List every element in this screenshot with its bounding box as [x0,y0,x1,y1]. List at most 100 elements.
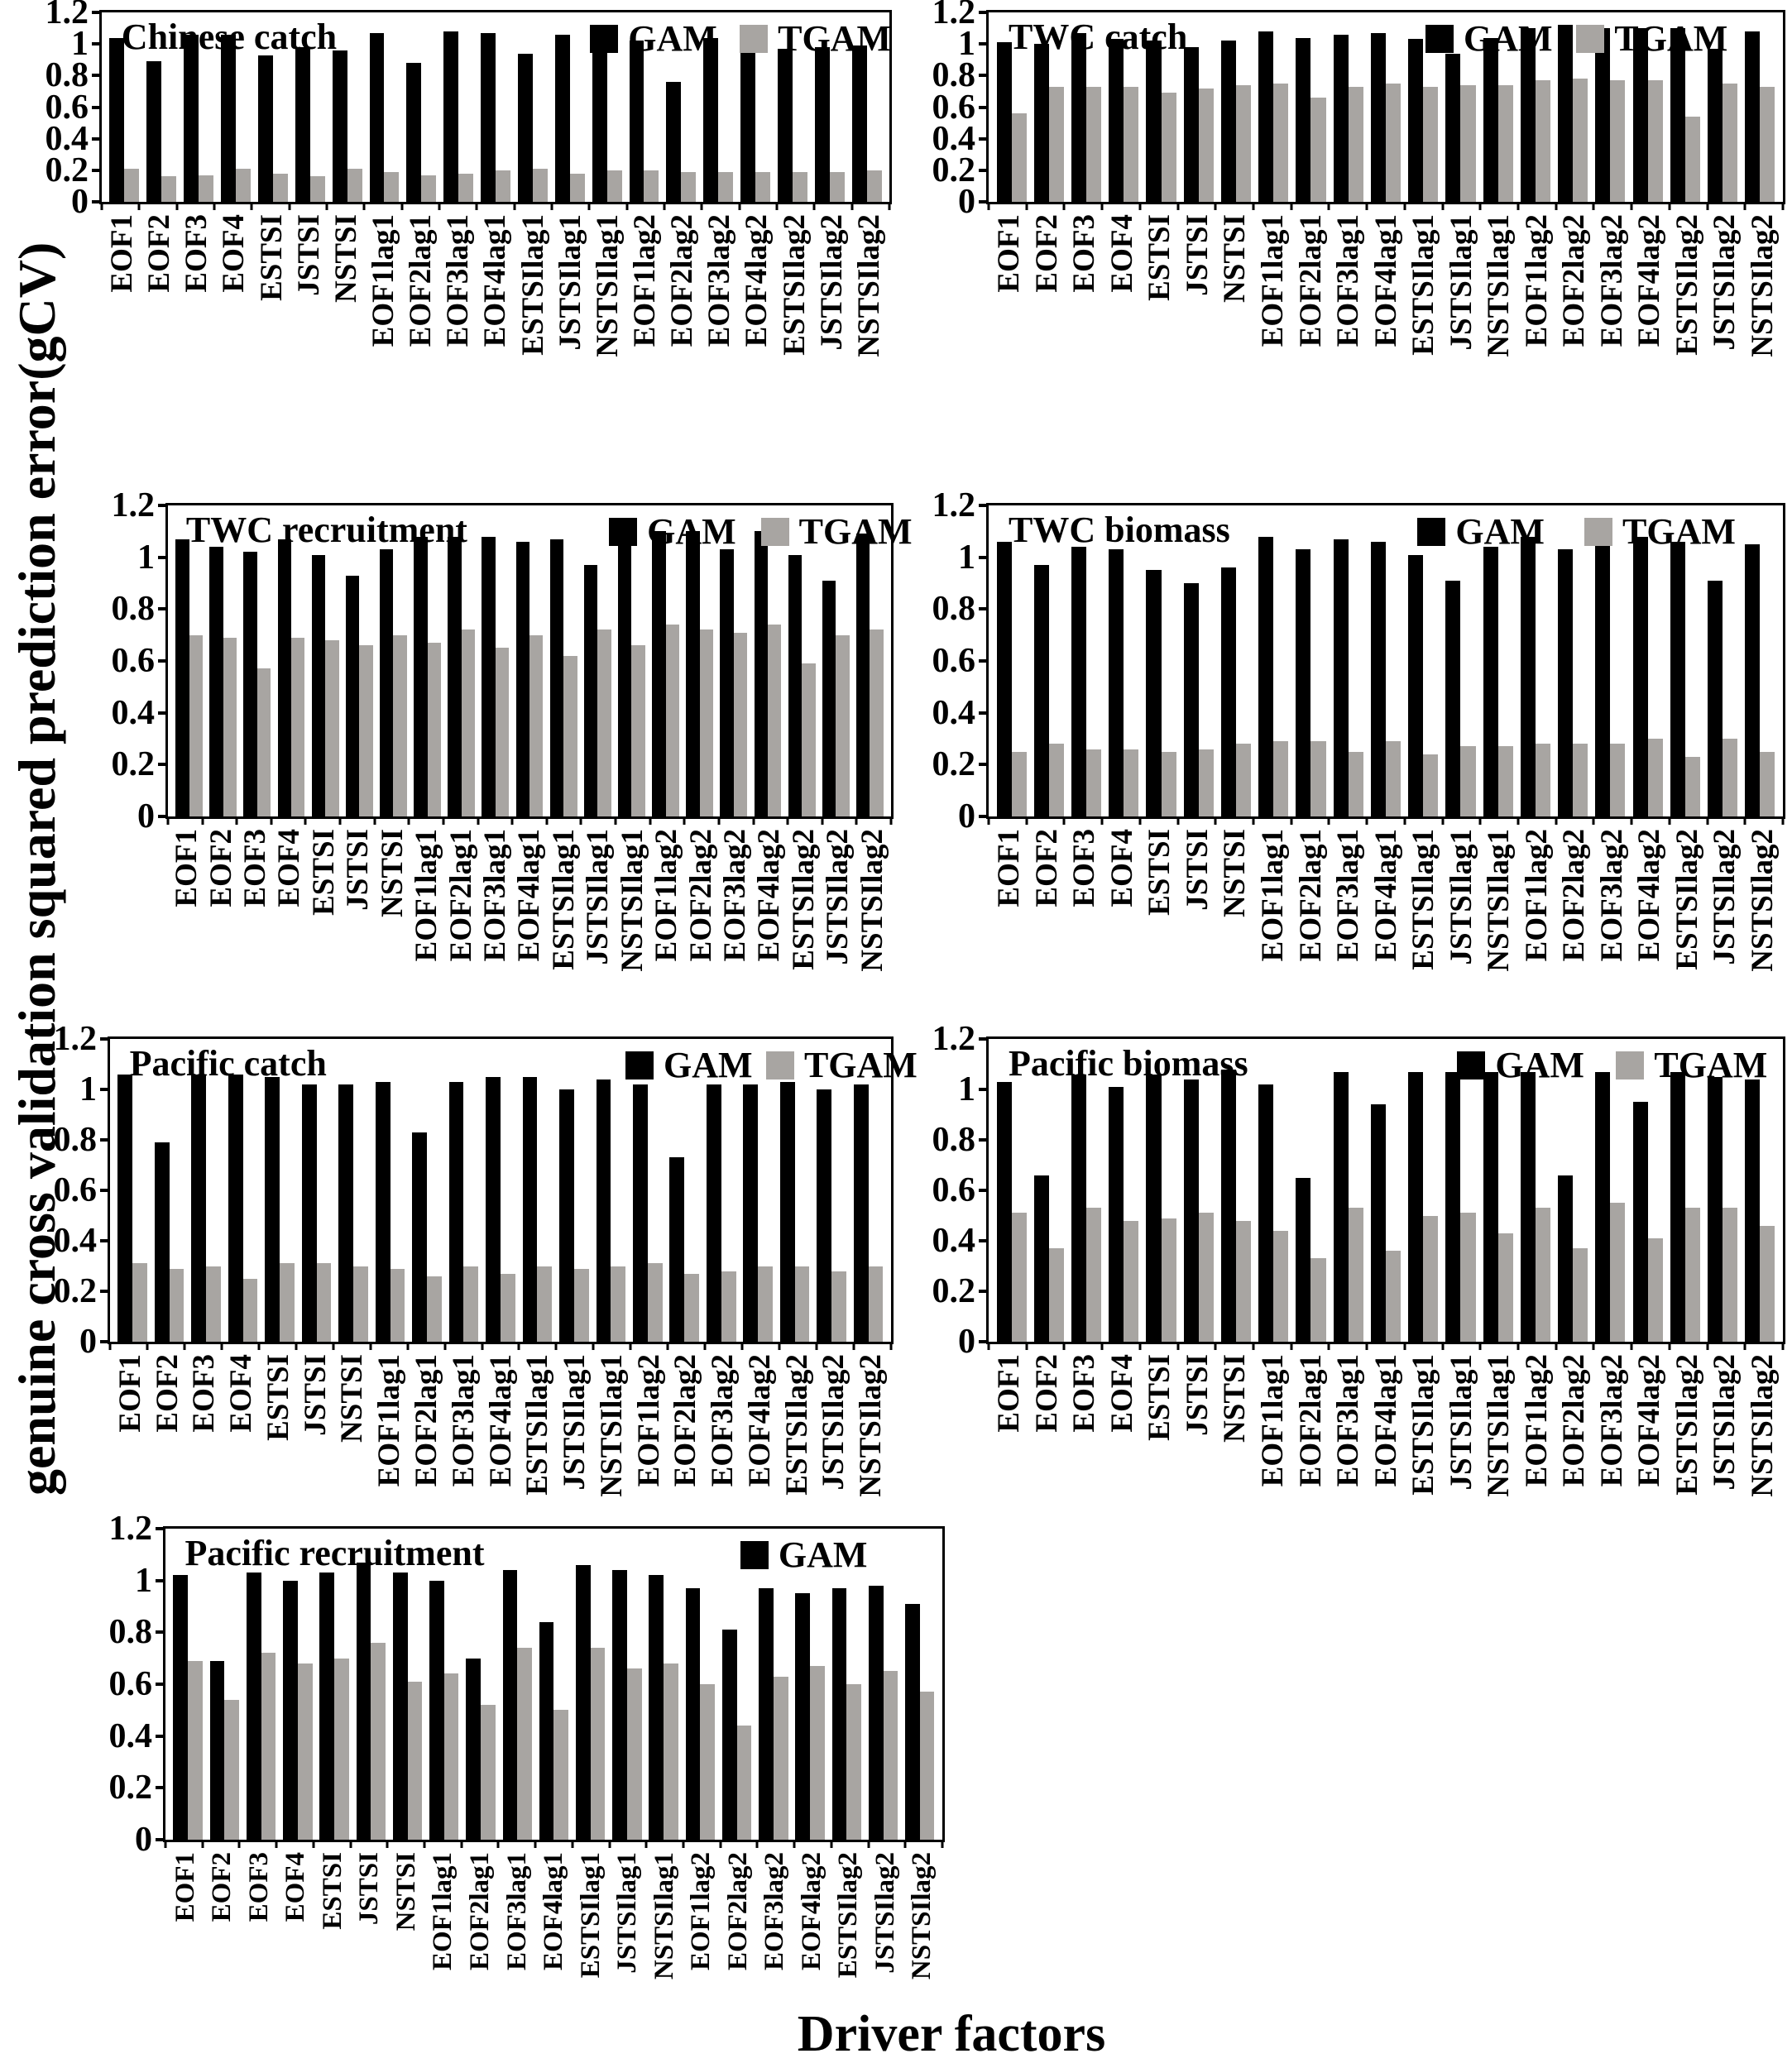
x-tick-label: EOF1lag1 [1255,1354,1290,1487]
x-tick-label: EOF3lag1 [441,214,476,347]
bar-group-ESTSI [316,1529,352,1840]
bar-gam-JSTSIlag2 [1707,1076,1723,1342]
x-tick-label: EOF3 [238,829,273,907]
bar-group-EOF3 [242,1529,279,1840]
bar-gam-JSTSIlag1 [583,565,598,816]
x-tick-label: EOF2lag2 [668,1354,703,1487]
x-tick-mark [325,202,328,210]
x-tick-label: EOF1lag2 [1519,1354,1554,1487]
bar-tgam-NSTSIlag2 [866,170,882,202]
bar-gam-ESTSIlag1 [1408,554,1424,816]
x-axis-title: Driver factors [797,2006,1106,2062]
bar-gam-EOF3lag1 [443,31,459,202]
chart-title: TWC catch [1009,17,1188,57]
bar-tgam-JSTSI [1198,749,1214,816]
x-tick-label: ESTSI [1143,214,1177,301]
bar-group-EOF2lag1 [462,1529,499,1840]
bar-gam-JSTSIlag2 [1707,48,1723,202]
bar-group-EOF1lag2 [682,1529,718,1840]
x-tick-label: EOF1 [992,829,1027,907]
x-tick-mark [406,1342,410,1350]
tgam-legend-label: TGAM [798,511,913,552]
x-tick-label: EOF3 [1067,829,1102,907]
bar-tgam-JSTSIlag1 [573,1268,589,1342]
x-tick-mark [1327,202,1330,210]
bar-tgam-EOF4lag1 [529,634,544,816]
bar-gam-JSTSIlag2 [817,1089,832,1342]
x-tick-mark [987,816,990,825]
bar-group-EOF1lag1 [410,505,444,816]
x-tick-label: EOF3lag2 [706,1354,740,1487]
y-tick-mark [100,1037,110,1041]
bar-gam-EOF3 [246,1573,261,1840]
bar-gam-EOF3 [191,1074,207,1342]
bar-tgam-EOF2lag2 [699,629,714,816]
y-tick-label: 1.2 [111,486,156,524]
x-tick-mark [137,202,141,210]
y-tick-label: 0.4 [45,119,89,158]
x-tick-mark [275,1840,278,1848]
bar-gam-NSTSI [1220,567,1237,816]
x-tick-label: EOF1 [170,1852,200,1922]
x-tick-mark [719,1840,722,1848]
x-tick-label: EOF4 [1104,1354,1139,1433]
gam-legend-swatch [590,25,619,53]
bar-tgam-JSTSIlag2 [829,171,845,202]
bar-tgam-EOF4 [297,1663,313,1840]
bar-group-EOF1 [106,12,143,202]
x-tick-mark [1025,816,1028,825]
bar-tgam-EOF3lag2 [733,632,748,816]
bar-gam-NSTSI [379,549,394,816]
bar-group-EOF3lag2 [755,1529,792,1840]
bar-group-EOF1 [172,505,206,816]
y-tick-mark [100,1138,110,1142]
y-tick-label: 0.4 [53,1222,98,1261]
gam-legend-swatch [625,1051,654,1079]
bar-group-EOF4lag2 [1629,505,1666,816]
x-tick-label: EOF3lag2 [1594,1354,1629,1487]
x-tick-label: NSTSI [1218,214,1253,303]
bar-group-EOF1lag1 [366,12,403,202]
y-tick-label: 0.6 [53,1171,98,1209]
x-tick-mark [250,202,253,210]
x-tick-mark [850,202,854,210]
y-tick-mark [100,1340,110,1343]
x-tick-label: EOF4lag2 [1632,829,1667,962]
x-tick-label: EOF1lag1 [372,1354,407,1487]
x-tick-label: NSTSIlag2 [851,214,886,357]
x-tick-mark [778,1342,781,1350]
bar-gam-EOF1lag1 [1258,31,1274,202]
bar-group-EOF1 [114,1039,151,1342]
bar-gam-JSTSIlag1 [1445,580,1461,816]
bar-tgam-NSTSIlag1 [631,645,645,816]
bar-group-EOF2lag1 [1292,12,1330,202]
bar-tgam-ESTSI [1161,93,1176,202]
bar-gam-EOF4 [1109,549,1124,816]
tgam-legend-swatch [765,1051,794,1079]
gam-legend-label: GAM [664,1045,753,1085]
bar-gam-JSTSIlag1 [1445,53,1461,202]
bar-tgam-NSTSIlag1 [1497,1233,1513,1342]
x-tick-label: JSTSIlag2 [821,829,855,965]
x-axis-labels: EOF1 EOF2 EOF3 EOF4 ESTSI JSTSI NSTSI EOF1lag1 E… [165,829,894,972]
x-tick-mark [1478,816,1482,825]
x-tick-mark [1478,1342,1482,1350]
bar-group-EOF3 [240,505,274,816]
bar-gam-EOF1lag1 [414,536,428,816]
y-tick-label: 1 [135,1561,152,1600]
x-tick-mark [1743,816,1746,825]
bar-tgam-JSTSIlag1 [569,173,585,202]
chart-title: Chinese catch [121,17,338,57]
x-tick-label: NSTSI [328,214,363,303]
bar-gam-ESTSI [257,55,273,202]
bar-tgam-NSTSIlag2 [1760,86,1775,202]
bar-gam-JSTSI [1183,1079,1199,1342]
y-tick-label: 1.2 [45,0,89,31]
x-tick-mark [649,816,652,825]
x-tick-mark [1176,202,1180,210]
x-tick-mark [442,816,445,825]
x-tick-label: JSTSIlag2 [814,214,849,351]
bar-group-JSTSIlag1 [581,505,615,816]
plot-area: TWC biomass GAM TGAM 0 0.2 0.4 0.6 0.8 1 1.2 [932,488,1785,834]
bar-tgam-JSTSI [316,1263,332,1342]
